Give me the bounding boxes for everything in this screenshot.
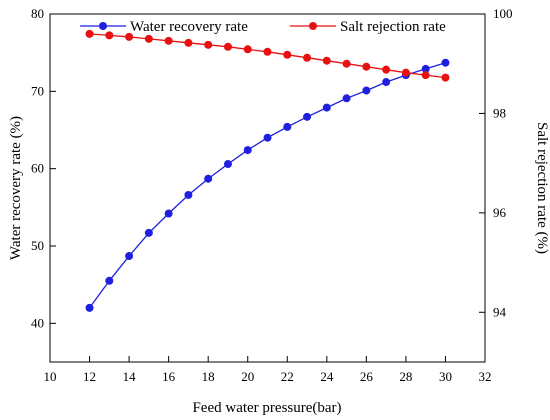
water-recovery-rate-point (303, 112, 312, 121)
y-left-tick-label: 50 (31, 238, 44, 253)
salt-rejection-rate-point (243, 45, 252, 54)
salt-rejection-rate-point (362, 62, 371, 71)
salt-rejection-rate-point (105, 31, 114, 40)
y-left-tick-label: 40 (31, 315, 44, 330)
y-left-axis-title: Water recovery rate (%) (8, 116, 24, 260)
salt-rejection-rate-point (322, 56, 331, 65)
water-recovery-rate-point (283, 122, 292, 131)
legend-water-recovery-rate-label: Water recovery rate (130, 19, 248, 35)
x-tick-label: 16 (162, 369, 176, 384)
x-tick-label: 12 (83, 369, 96, 384)
salt-rejection-rate-point (85, 29, 94, 38)
salt-rejection-rate-point (164, 36, 173, 45)
water-recovery-rate-point (441, 58, 450, 67)
salt-rejection-rate-point (223, 42, 232, 51)
water-recovery-rate-point (105, 276, 114, 285)
salt-rejection-rate-point (382, 65, 391, 74)
x-tick-label: 24 (320, 369, 334, 384)
y-right-tick-label: 96 (493, 205, 507, 220)
water-recovery-rate-point (263, 133, 272, 142)
x-tick-label: 30 (439, 369, 452, 384)
x-tick-label: 20 (241, 369, 254, 384)
salt-rejection-rate-point (204, 40, 213, 49)
legend-water-recovery-rate-marker (99, 22, 107, 30)
water-recovery-rate-point (243, 146, 252, 155)
salt-rejection-rate-point (421, 71, 430, 80)
left-axis-ticks: 40 50 60 70 80 (31, 6, 56, 330)
water-recovery-rate-point (184, 190, 193, 199)
water-recovery-rate-point (85, 303, 94, 312)
water-recovery-rate-point (342, 94, 351, 103)
x-tick-label: 18 (202, 369, 215, 384)
salt-rejection-rate-point (401, 68, 410, 77)
right-axis-ticks: 94 96 98 100 (479, 6, 513, 319)
water-recovery-rate-point (223, 160, 232, 169)
x-axis-ticks: 10 12 14 16 18 20 22 24 26 28 30 32 (44, 356, 492, 384)
water-recovery-rate-point (322, 103, 331, 112)
water-recovery-rate-point (125, 252, 134, 261)
water-recovery-rate-point (164, 209, 173, 218)
water-recovery-rate-point (382, 78, 391, 87)
y-left-tick-label: 80 (31, 6, 44, 21)
water-recovery-rate-point (362, 86, 371, 95)
salt-rejection-rate-point (144, 34, 153, 43)
plot-frame (49, 13, 486, 363)
water-recovery-rate-point (421, 64, 430, 73)
y-right-tick-label: 94 (493, 304, 507, 319)
y-right-axis-title: Salt rejection rate (%) (534, 122, 550, 254)
x-tick-label: 14 (123, 369, 137, 384)
water-recovery-rate-point (204, 174, 213, 183)
salt-rejection-rate-point (283, 50, 292, 59)
x-tick-label: 22 (281, 369, 294, 384)
legend: Water recovery rate Salt rejection rate (80, 19, 446, 35)
x-tick-label: 10 (44, 369, 57, 384)
salt-rejection-rate-point (184, 38, 193, 47)
y-left-tick-label: 70 (31, 83, 44, 98)
y-left-tick-label: 60 (31, 161, 44, 176)
x-tick-label: 28 (399, 369, 412, 384)
legend-salt-rejection-rate-label: Salt rejection rate (340, 19, 446, 35)
water-recovery-rate-point (144, 228, 153, 237)
x-axis-title: Feed water pressure(bar) (192, 400, 341, 416)
series-layer (85, 29, 450, 312)
water-recovery-rate-line (88, 62, 446, 309)
legend-salt-rejection-rate-marker (309, 22, 317, 30)
salt-rejection-rate-point (263, 47, 272, 56)
salt-rejection-rate-point (125, 32, 134, 41)
x-tick-label: 26 (360, 369, 374, 384)
salt-rejection-rate-point (303, 53, 312, 62)
x-tick-label: 32 (479, 369, 492, 384)
salt-rejection-rate-point (342, 59, 351, 68)
y-right-tick-label: 100 (493, 6, 513, 21)
y-right-tick-label: 98 (493, 105, 506, 120)
salt-rejection-rate-point (441, 73, 450, 82)
